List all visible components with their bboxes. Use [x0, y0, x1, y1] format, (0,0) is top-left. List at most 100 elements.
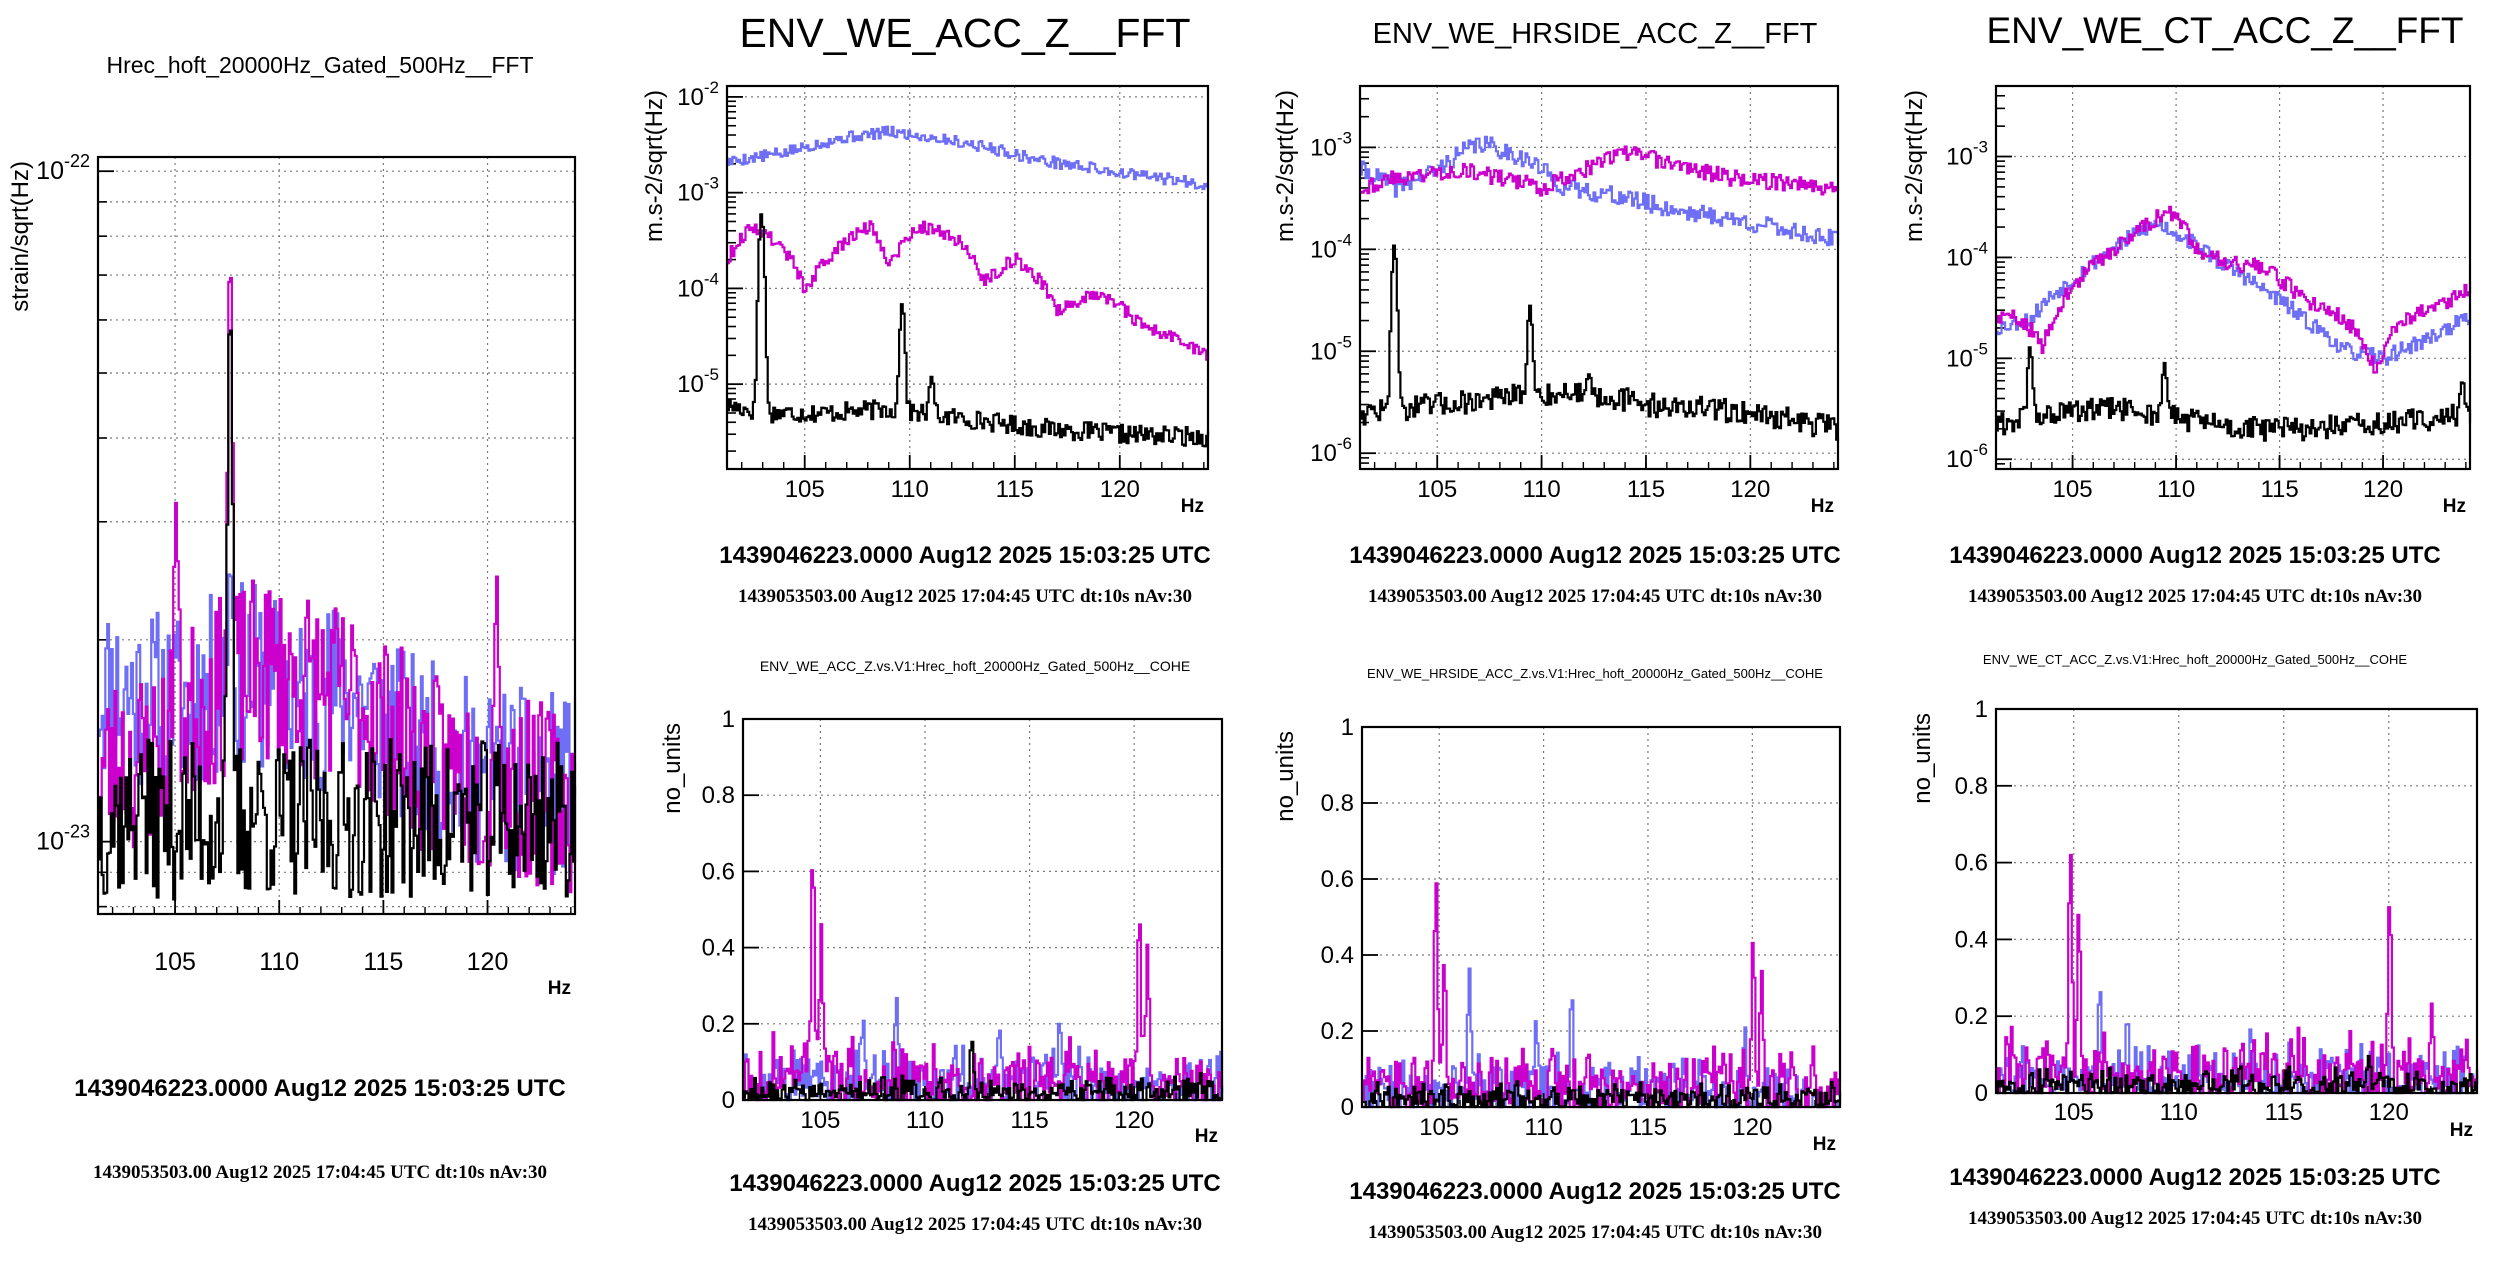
series-line [1996, 205, 2472, 374]
x-tick-label: 105 [1417, 476, 1457, 503]
y-tick-label: 10-5 [677, 365, 719, 398]
y-tick-label: 0.2 [1321, 1018, 1354, 1045]
y-tick-label: 10-4 [677, 269, 719, 302]
x-tick-label: 120 [2369, 1099, 2409, 1126]
series-line [1362, 882, 1842, 1109]
timestamp-acc-fft: 1439046223.0000 Aug12 2025 15:03:25 UTC [719, 542, 1211, 569]
y-tick-label: 10-5 [1310, 332, 1352, 365]
x-tick-label: 120 [467, 948, 509, 976]
chart-title-acc-fft: ENV_WE_ACC_Z__FFT [739, 10, 1191, 56]
grid [743, 718, 1222, 1101]
subtimestamp-hrside-cohe: 1439053503.00 Aug12 2025 17:04:45 UTC dt… [1367, 1222, 1823, 1243]
x-axis-label: Hz [1813, 1134, 1836, 1155]
y-tick-label: 0.8 [1955, 773, 1988, 800]
y-tick-label: 0.6 [1321, 866, 1354, 893]
chart-title-hrside-fft: ENV_WE_HRSIDE_ACC_Z__FFT [1372, 18, 1818, 50]
y-tick-label: 0 [1975, 1080, 1988, 1107]
y-axis-label: no_units [1272, 731, 1299, 822]
series-line [98, 329, 577, 901]
grid [1996, 86, 2470, 469]
plot-group: 105 110 115 120 10-5 10-4 10-3 10-2 Hz m.s-2/sqrt… [641, 78, 1210, 517]
x-tick-label: 105 [2054, 1099, 2094, 1126]
y-tick-label: 0.6 [702, 858, 735, 885]
y-tick-label: 10-3 [1310, 128, 1352, 161]
timestamp-hrside-cohe: 1439046223.0000 Aug12 2025 15:03:25 UTC [1349, 1178, 1841, 1205]
y-tick-label: 0 [1341, 1094, 1354, 1121]
y-tick-label: 0.6 [1955, 850, 1988, 877]
x-tick-label: 105 [785, 476, 825, 503]
y-axis-label: strain/sqrt(Hz) [7, 161, 34, 312]
x-tick-label: 120 [2363, 476, 2403, 503]
chart-title-ct-cohe: ENV_WE_CT_ACC_Z.vs.V1:Hrec_hoft_20000Hz_… [1982, 652, 2408, 667]
plot-group: 105 110 115 120 10-6 10-5 10-4 10-3 Hz m.s-2/sqrt… [1272, 84, 1840, 517]
timestamp-hrside-fft: 1439046223.0000 Aug12 2025 15:03:25 UTC [1349, 542, 1841, 569]
y-tick-label: 1 [1975, 696, 1988, 723]
y-tick-label: 0.4 [1955, 926, 1988, 953]
x-tick-label: 110 [2157, 476, 2195, 503]
x-tick-label: 115 [1627, 476, 1665, 503]
plot-group: 105 110 115 120 0 0.2 0.4 0.6 0.8 1 Hz no_units [1909, 696, 2479, 1141]
series-line [727, 125, 1210, 191]
x-tick-label: 110 [1524, 1114, 1562, 1141]
plot-frame [741, 717, 1224, 1102]
grid [1360, 86, 1838, 469]
y-axis-label: no_units [659, 723, 686, 814]
y-tick-label: 0.4 [1321, 942, 1354, 969]
x-tick-label: 110 [891, 476, 929, 503]
x-tick-label: 115 [1629, 1114, 1667, 1141]
y-tick-label: 0.8 [702, 782, 735, 809]
timestamp-ct-cohe: 1439046223.0000 Aug12 2025 15:03:25 UTC [1949, 1164, 2441, 1191]
x-tick-label: 105 [1419, 1114, 1459, 1141]
x-axis-label: Hz [2443, 496, 2466, 517]
timestamp-acc-cohe: 1439046223.0000 Aug12 2025 15:03:25 UTC [729, 1170, 1221, 1197]
subtimestamp-hrec: 1439053503.00 Aug12 2025 17:04:45 UTC dt… [92, 1162, 548, 1183]
x-tick-label: 110 [1522, 476, 1560, 503]
series-line [727, 213, 1210, 448]
plot-frame [1994, 84, 2472, 471]
grid [1362, 726, 1840, 1108]
plot-frame [1360, 725, 1842, 1109]
x-tick-label: 115 [2260, 476, 2298, 503]
x-tick-label: 110 [259, 948, 299, 976]
y-tick-label: 0.2 [1955, 1003, 1988, 1030]
x-tick-label: 110 [906, 1107, 944, 1134]
y-tick-label: 10-6 [1946, 440, 1988, 473]
x-axis-label: Hz [548, 978, 571, 999]
y-tick-label: 0 [722, 1087, 735, 1114]
series-line [1362, 1080, 1842, 1109]
series-line [727, 220, 1210, 361]
x-tick-label: 120 [1732, 1114, 1772, 1141]
subtimestamp-acc-cohe: 1439053503.00 Aug12 2025 17:04:45 UTC dt… [747, 1214, 1203, 1235]
x-tick-label: 110 [2160, 1099, 2198, 1126]
x-tick-label: 120 [1114, 1107, 1154, 1134]
plot-frame [725, 84, 1210, 471]
x-tick-label: 115 [996, 476, 1034, 503]
series-line [1996, 991, 2479, 1095]
y-axis-label: m.s-2/sqrt(Hz) [1901, 90, 1928, 242]
series-line [1360, 244, 1840, 441]
y-tick-label: 10-4 [1946, 238, 1988, 271]
y-axis-label: no_units [1909, 713, 1936, 804]
y-tick-label: 10-2 [677, 78, 719, 111]
grid [1996, 708, 2477, 1094]
subtimestamp-ct-fft: 1439053503.00 Aug12 2025 17:04:45 UTC dt… [1967, 586, 2423, 607]
y-tick-label: 0.8 [1321, 790, 1354, 817]
series-line [1360, 145, 1840, 197]
plot-frame [1994, 707, 2479, 1095]
series-line [1996, 346, 2472, 442]
y-tick-label: 10-22 [36, 151, 90, 185]
x-tick-label: 115 [363, 948, 403, 976]
y-tick-label: 1 [1341, 714, 1354, 741]
y-tick-label: 10-23 [36, 822, 90, 856]
x-axis-label: Hz [2450, 1120, 2473, 1141]
y-axis-label: m.s-2/sqrt(Hz) [641, 90, 668, 242]
timestamp-ct-fft: 1439046223.0000 Aug12 2025 15:03:25 UTC [1949, 542, 2441, 569]
x-tick-label: 105 [2053, 476, 2093, 503]
x-axis-label: Hz [1195, 1126, 1218, 1147]
y-tick-label: 10-3 [1946, 138, 1988, 171]
y-tick-label: 10-6 [1310, 434, 1352, 467]
x-tick-label: 120 [1100, 476, 1140, 503]
x-axis-label: Hz [1181, 496, 1204, 517]
series-line [743, 996, 1224, 1102]
plot-group: 105 110 115 120 10-23 10-22 Hz strain/sqrt(Hz) [7, 151, 577, 999]
